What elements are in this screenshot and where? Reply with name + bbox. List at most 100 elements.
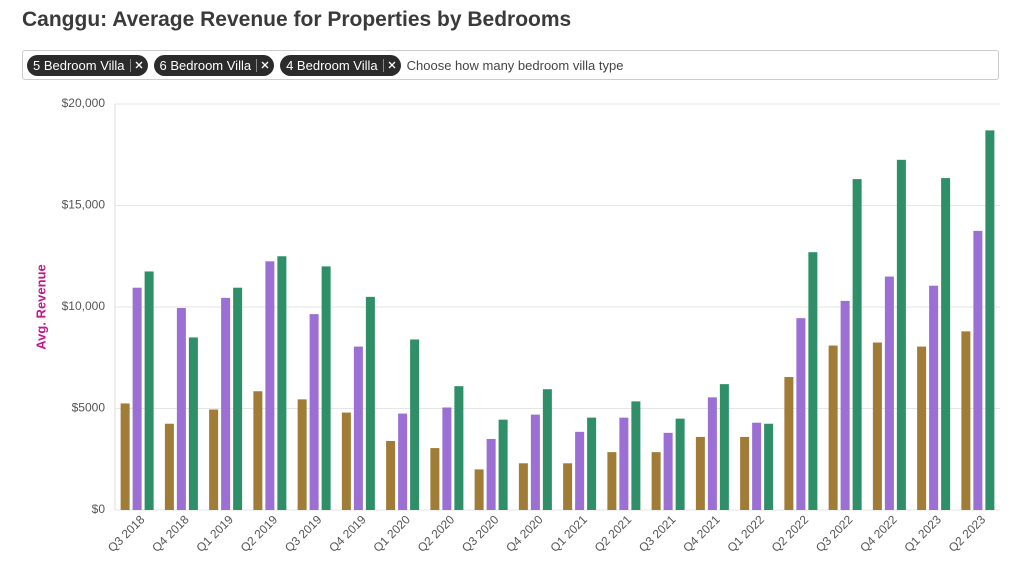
bar xyxy=(410,339,420,510)
x-tick-label: Q1 2022 xyxy=(725,512,768,555)
bar xyxy=(365,296,375,510)
bar xyxy=(619,417,629,510)
bar xyxy=(973,230,983,510)
bar xyxy=(221,297,231,510)
x-tick-label: Q2 2019 xyxy=(238,512,281,555)
bar xyxy=(265,261,275,510)
bar xyxy=(884,276,894,510)
bar xyxy=(587,417,597,510)
bar xyxy=(575,431,585,510)
bar xyxy=(486,438,496,510)
bar xyxy=(164,423,174,510)
x-tick-label: Q3 2022 xyxy=(813,512,856,555)
chip-separator xyxy=(382,58,384,72)
bar xyxy=(321,266,331,510)
filter-chip[interactable]: 5 Bedroom Villa xyxy=(27,54,148,76)
bar xyxy=(209,409,219,510)
bar xyxy=(985,130,995,510)
bar xyxy=(188,337,198,510)
bar xyxy=(144,271,154,510)
bar xyxy=(233,287,243,510)
bar xyxy=(796,318,806,510)
bar xyxy=(386,440,396,510)
filter-chip[interactable]: 6 Bedroom Villa xyxy=(153,54,275,76)
bar xyxy=(719,384,729,510)
bar xyxy=(631,401,641,510)
filter-chip[interactable]: 4 Bedroom Villa xyxy=(280,54,401,76)
chip-remove[interactable] xyxy=(387,60,397,70)
bar xyxy=(607,452,617,510)
x-tick-label: Q4 2020 xyxy=(503,512,546,555)
x-tick-label: Q4 2019 xyxy=(326,512,369,555)
bar xyxy=(341,412,351,510)
y-tick-label: $15,000 xyxy=(62,198,106,212)
bar xyxy=(454,386,464,510)
bar xyxy=(353,346,363,510)
bar xyxy=(518,463,528,510)
y-tick-label: $10,000 xyxy=(62,299,106,313)
x-tick-label: Q1 2021 xyxy=(548,512,591,555)
filter-box[interactable]: 5 Bedroom Villa 6 Bedroom Villa 4 Bedroom … xyxy=(22,50,999,80)
x-tick-label: Q1 2023 xyxy=(902,512,945,555)
bar xyxy=(442,407,452,510)
bar xyxy=(530,414,540,510)
bar xyxy=(132,287,142,510)
chip-separator xyxy=(256,58,258,72)
bar xyxy=(430,448,440,510)
y-tick-label: $0 xyxy=(92,502,106,516)
bar xyxy=(176,308,186,510)
bar xyxy=(120,403,130,510)
chip-label: 4 Bedroom Villa xyxy=(286,57,378,73)
y-tick-label: $5000 xyxy=(72,401,106,415)
bar xyxy=(852,179,862,511)
bar xyxy=(764,423,774,510)
x-tick-label: Q3 2020 xyxy=(459,512,502,555)
bar xyxy=(784,377,794,510)
bar xyxy=(707,397,717,510)
x-tick-label: Q2 2021 xyxy=(592,512,635,555)
bar xyxy=(309,314,319,510)
chip-label: 6 Bedroom Villa xyxy=(159,57,252,73)
bar xyxy=(542,389,552,510)
chip-label: 5 Bedroom Villa xyxy=(33,57,125,73)
bar xyxy=(675,418,685,510)
bar xyxy=(398,413,408,510)
bar xyxy=(828,345,838,510)
chip-separator xyxy=(129,58,131,72)
x-tick-label: Q2 2022 xyxy=(769,512,812,555)
bar xyxy=(740,436,750,510)
bar xyxy=(297,399,307,510)
bar xyxy=(651,452,661,510)
bar xyxy=(277,256,287,510)
bar xyxy=(896,159,906,510)
x-tick-label: Q1 2020 xyxy=(371,512,414,555)
x-tick-label: Q3 2018 xyxy=(105,512,148,555)
x-tick-label: Q2 2020 xyxy=(415,512,458,555)
bar xyxy=(929,285,939,510)
x-tick-label: Q4 2018 xyxy=(149,512,192,555)
bar xyxy=(695,436,705,510)
x-tick-label: Q2 2023 xyxy=(946,512,989,555)
bar xyxy=(253,391,263,510)
y-axis-title: Avg. Revenue xyxy=(33,264,48,350)
bar xyxy=(872,342,882,510)
chip-remove[interactable] xyxy=(260,60,270,70)
bar xyxy=(917,346,927,510)
bar xyxy=(808,252,818,510)
x-tick-label: Q4 2021 xyxy=(680,512,723,555)
bar xyxy=(563,463,573,510)
x-tick-label: Q3 2021 xyxy=(636,512,679,555)
y-tick-label: $20,000 xyxy=(62,96,106,110)
page-title: Canggu: Average Revenue for Properties b… xyxy=(22,8,572,31)
bar xyxy=(663,432,673,510)
chip-remove[interactable] xyxy=(134,60,144,70)
bar xyxy=(941,178,951,510)
bar xyxy=(752,422,762,510)
bar xyxy=(961,331,971,510)
x-tick-label: Q3 2019 xyxy=(282,512,325,555)
bar xyxy=(474,469,484,510)
x-tick-label: Q4 2022 xyxy=(857,512,900,555)
filter-placeholder[interactable]: Choose how many bedroom villa type xyxy=(406,57,624,73)
